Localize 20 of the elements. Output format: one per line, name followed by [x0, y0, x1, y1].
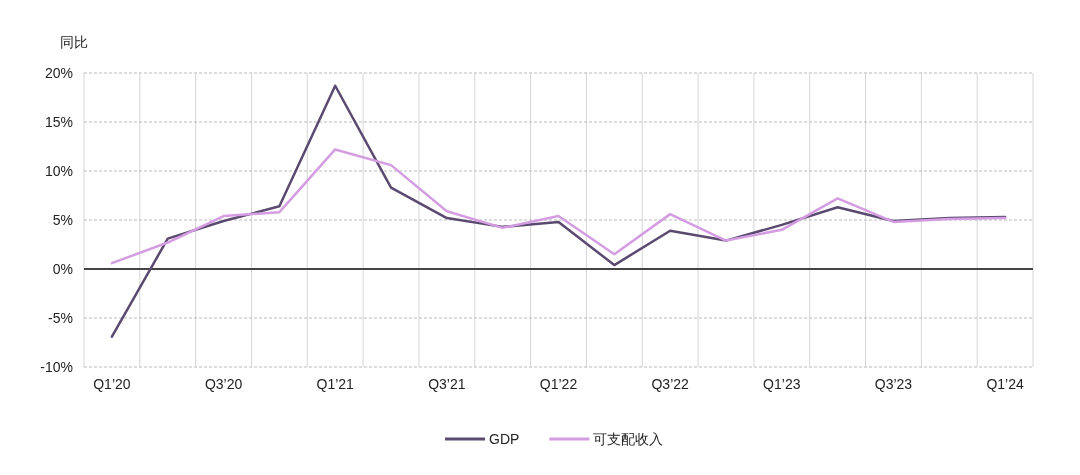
x-tick-label: Q1’24: [986, 376, 1024, 392]
x-tick-label: Q3’20: [204, 376, 243, 392]
x-tick-label: Q3’23: [874, 376, 913, 392]
x-tick-label: Q1’21: [316, 376, 355, 392]
y-tick-label: -10%: [40, 359, 73, 375]
y-tick-label: 20%: [44, 65, 73, 81]
y-tick-label: 0%: [52, 261, 73, 277]
y-axis-title: 同比: [60, 34, 88, 50]
x-tick-label: Q3’21: [428, 376, 466, 392]
line-series: [110, 148, 1007, 265]
x-tick-label: Q1’23: [763, 376, 801, 392]
legend-label: GDP: [489, 431, 520, 447]
y-tick-label: 10%: [44, 163, 73, 179]
y-tick-label: 5%: [52, 212, 73, 228]
y-tick-label: 15%: [44, 114, 73, 130]
x-tick-label: Q1’20: [93, 376, 131, 392]
x-tick-label: Q3’22: [651, 376, 690, 392]
legend-label: 可支配收入: [593, 431, 664, 447]
x-tick-label: Q1’22: [539, 376, 578, 392]
y-tick-label: -5%: [48, 310, 73, 326]
